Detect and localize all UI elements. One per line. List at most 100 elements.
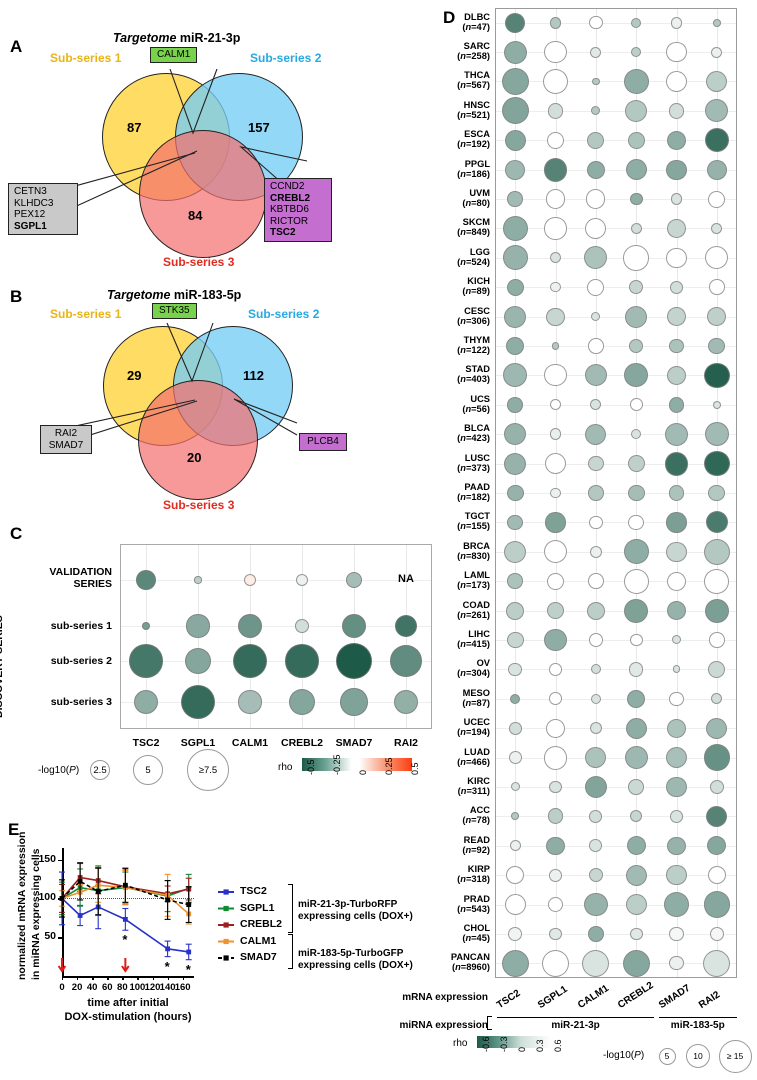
panel-d-row-label-prad: PRAD (n=543): [457, 893, 490, 914]
panel-d-bubble: [505, 12, 526, 33]
panel-d-size-legend-2: ≥ 15: [718, 1039, 752, 1073]
panel-d-bubble: [711, 46, 723, 58]
panel-d-bubble: [544, 217, 567, 240]
panel-d-size-legend-0: 5: [658, 1047, 676, 1065]
panel-d-size-legend-title: -log10(P): [603, 1050, 645, 1061]
venn-a-purple-gene-4: TSC2: [270, 227, 296, 238]
panel-c-bubble: [390, 645, 422, 677]
panel-d-bubble: [704, 598, 729, 623]
panel-d-bubble: [670, 16, 683, 29]
venn-b-count-sub3: 20: [187, 450, 202, 465]
venn-a-purple-gene-2: KBTBD6: [270, 204, 309, 215]
panel-e-letter: E: [8, 820, 20, 839]
panel-d-bubble: [627, 131, 645, 149]
panel-d-bubble: [501, 949, 529, 977]
panel-d-row-label-ppgl: PPGL (n=186): [457, 158, 490, 179]
panel-d-bubble: [706, 717, 728, 739]
panel-c-bubble: [184, 647, 212, 675]
panel-c-bubble: [141, 621, 151, 631]
venn-a-green-genebox: CALM1: [150, 47, 198, 63]
panel-d-rho-tick-1: -0.3: [499, 1036, 509, 1052]
panel-e-marker: [77, 878, 83, 884]
panel-d-bubble: [547, 572, 564, 590]
panel-d-bubble: [586, 189, 606, 209]
panel-d-bubble: [506, 484, 524, 502]
panel-d-col-label-smad7: SMAD7: [656, 982, 692, 1011]
panel-d-bubble: [547, 808, 564, 825]
panel-d-bubble: [708, 632, 725, 648]
panel-d-bubble: [703, 949, 731, 977]
panel-d-bubble: [588, 632, 603, 648]
panel-d-bubble: [704, 362, 730, 389]
panel-e-x-tick-label-60: 60: [101, 982, 113, 993]
panel-d-bubble: [705, 99, 729, 123]
panel-c-bubble: [393, 689, 419, 715]
panel-d-bubble: [711, 222, 723, 234]
panel-d-bubble: [584, 364, 607, 387]
venn-a-grey-gene-0: CETN3: [14, 186, 47, 197]
panel-e-x-tick: [167, 976, 169, 980]
venn-diagram-b: Targetome miR-183-5p Sub-series 1 Sub-se…: [45, 283, 385, 518]
panel-c-rho-tick-1: -0.25: [332, 754, 342, 775]
panel-d-bubble: [630, 222, 642, 234]
panel-e-x-tick: [62, 976, 64, 980]
panel-d-group-line-mir183: [658, 1017, 737, 1019]
panel-c-bubble: [129, 644, 163, 678]
panel-e-marker: [77, 913, 83, 918]
panel-d-row-label-uvm: UVM (n=80): [462, 188, 490, 209]
panel-d-bubble: [627, 689, 646, 708]
panel-d-bubble: [628, 514, 644, 531]
panel-c-size-legend-1: 5: [133, 755, 163, 785]
panel-d-bubble: [589, 545, 602, 558]
panel-d-bubble: [505, 159, 526, 180]
panel-d-bubble: [666, 718, 687, 738]
panel-d-bubble: [546, 836, 565, 855]
panel-c-letter: C: [10, 524, 23, 543]
panel-d-gridline-h: [496, 581, 736, 583]
panel-e-series-layer: [57, 862, 234, 973]
panel-e-significance-star: *: [122, 932, 128, 948]
venn-a-title-italic: Targetome: [113, 31, 177, 45]
panel-c-bubble: [288, 688, 316, 716]
panel-c-col-label-tsc2: TSC2: [132, 737, 160, 749]
panel-d-gridline-h: [496, 904, 736, 906]
panel-e-line-smad7: [61, 880, 189, 906]
panel-e-line-crebl2: [61, 876, 189, 899]
panel-e-significance-star: *: [185, 961, 191, 977]
panel-d-rho-tick-2: 0: [517, 1046, 527, 1052]
venn-a-title-rest: miR-21-3p: [176, 31, 241, 45]
panel-c-gridline-v: [146, 545, 147, 728]
panel-d-gridline-h: [496, 522, 736, 524]
panel-d-bubble: [503, 40, 527, 64]
panel-c-row-label-3: sub-series 3: [50, 696, 112, 708]
panel-d-row-label-ucs: UCS (n=56): [462, 393, 490, 414]
panel-d-bubble: [666, 571, 687, 591]
venn-a-purple-genebox: CCND2 CREBL2 KBTBD6 RICTOR TSC2: [264, 178, 332, 242]
panel-d-row-label-pancan: PANCAN (n=8960): [450, 952, 490, 973]
panel-d-bubble: [707, 307, 727, 327]
panel-c-size-legend-0: 2.5: [90, 760, 110, 780]
panel-d-gridline-h: [496, 257, 736, 259]
panel-d-bubble: [549, 399, 562, 411]
venn-b-circle-sub3: [138, 380, 258, 500]
panel-c-bubble: [237, 613, 263, 639]
panel-e: 50 100 150 0 20 40 60 80 100 120 140 160 * * * normaliz…: [0, 830, 440, 1080]
panel-d-row-label-esca: ESCA (n=192): [457, 129, 490, 150]
panel-d-gridline-h: [496, 551, 736, 553]
panel-d-bubble: [550, 282, 561, 293]
panel-d-row-label-acc: ACC (n=78): [462, 805, 490, 826]
panel-d-bubble: [504, 305, 527, 328]
panel-c-rho-tick-3: 0.25: [384, 757, 394, 775]
panel-d-bubble: [583, 892, 608, 917]
panel-c-bubble: [238, 690, 262, 714]
panel-c-col-label-crebl2: CREBL2: [280, 737, 323, 749]
panel-d-bubble: [708, 279, 725, 296]
venn-b-grey-gene-1: SMAD7: [48, 439, 84, 451]
panel-d-bubble: [664, 422, 689, 446]
panel-e-significance-star: *: [164, 958, 170, 974]
panel-d-bubble: [507, 191, 523, 207]
panel-c-size-legend-2: ≥7.5: [187, 749, 229, 791]
panel-e-x-tick: [152, 976, 154, 980]
panel-d-rho-legend-title: rho: [453, 1038, 468, 1049]
panel-d-row-label-tgct: TGCT (n=155): [457, 511, 490, 532]
